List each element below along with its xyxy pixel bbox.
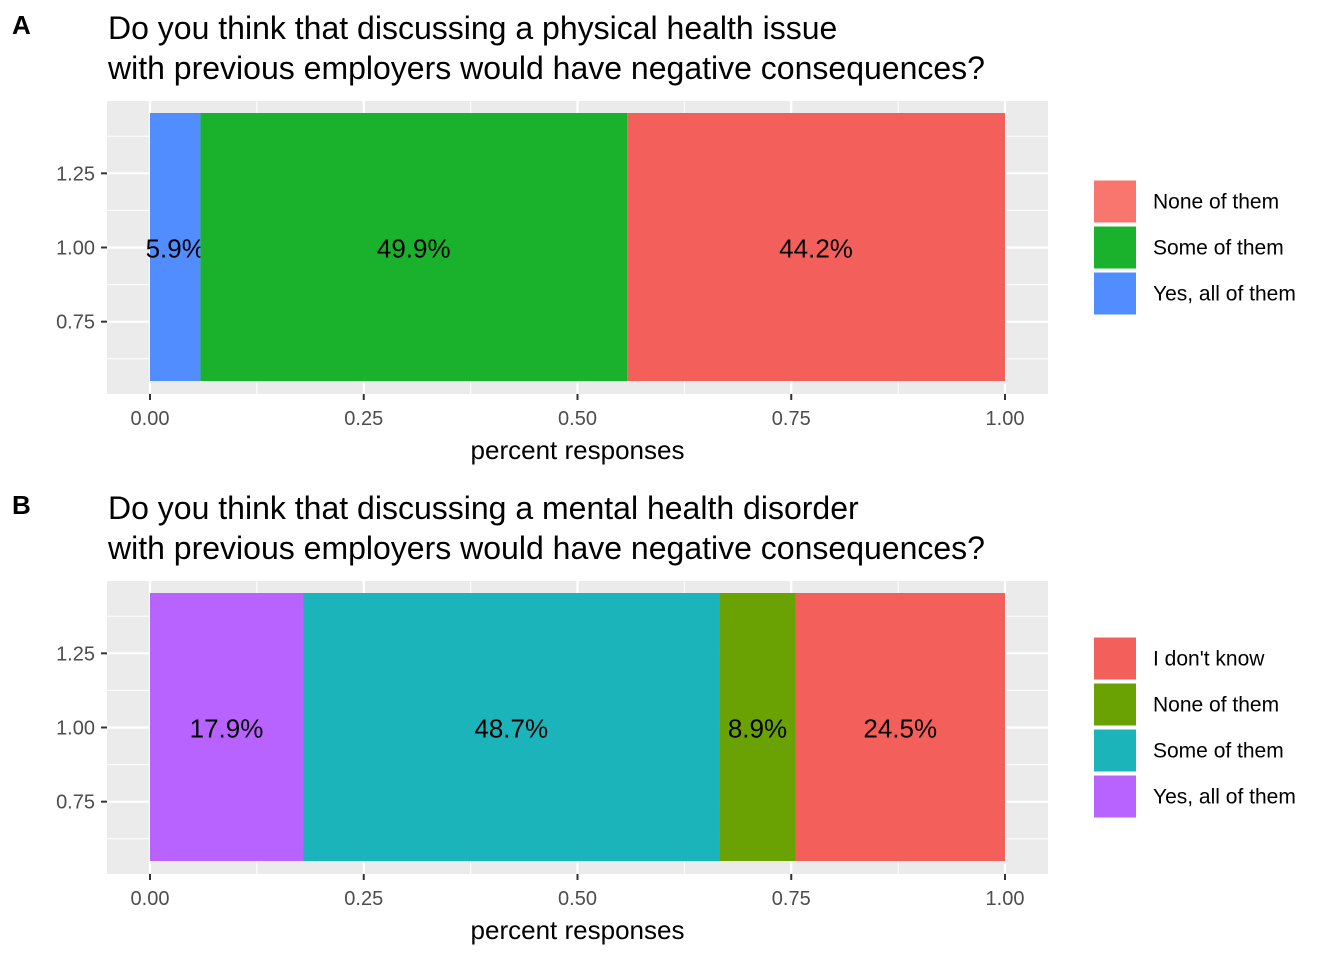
x-tick-label: 0.50 bbox=[558, 888, 597, 910]
x-tick-label: 0.75 bbox=[772, 408, 811, 430]
legend-label: Yes, all of them bbox=[1153, 786, 1296, 809]
x-axis-title: percent responses bbox=[471, 435, 685, 465]
bar-segment bbox=[627, 113, 1005, 381]
bar-segment bbox=[303, 593, 720, 861]
legend-key bbox=[1094, 272, 1136, 315]
x-tick-label: 1.00 bbox=[986, 888, 1025, 910]
data-label: 44.2% bbox=[779, 234, 853, 264]
legend-key bbox=[1094, 226, 1136, 269]
bar-segment bbox=[795, 593, 1005, 861]
bar-segment bbox=[719, 593, 796, 861]
data-label: 48.7% bbox=[474, 714, 548, 744]
x-tick-label: 0.25 bbox=[344, 888, 383, 910]
legend-key bbox=[1094, 180, 1136, 223]
x-tick-label: 0.00 bbox=[131, 408, 170, 430]
y-tick-label: 0.75 bbox=[56, 312, 95, 334]
legend-label: Yes, all of them bbox=[1153, 283, 1296, 306]
bar-segment bbox=[150, 593, 304, 861]
bar-segment bbox=[150, 113, 201, 381]
legend-label: I don't know bbox=[1153, 648, 1265, 671]
chart-title-line: Do you think that discussing a physical … bbox=[108, 10, 837, 46]
x-tick-label: 0.25 bbox=[344, 408, 383, 430]
x-tick-label: 1.00 bbox=[986, 408, 1025, 430]
chart-title-line: with previous employers would have negat… bbox=[107, 50, 985, 86]
legend-key bbox=[1094, 637, 1136, 680]
data-label: 17.9% bbox=[190, 714, 264, 744]
legend-key bbox=[1094, 729, 1136, 772]
legend-label: None of them bbox=[1153, 694, 1279, 717]
y-tick-label: 1.00 bbox=[56, 238, 95, 260]
x-axis-title: percent responses bbox=[471, 915, 685, 945]
y-tick-label: 1.25 bbox=[56, 163, 95, 185]
x-tick-label: 0.75 bbox=[772, 888, 811, 910]
data-label: 24.5% bbox=[863, 714, 937, 744]
data-label: 49.9% bbox=[377, 234, 451, 264]
y-tick-label: 1.00 bbox=[56, 718, 95, 740]
legend-label: Some of them bbox=[1153, 237, 1284, 260]
legend-label: None of them bbox=[1153, 191, 1279, 214]
x-tick-label: 0.50 bbox=[558, 408, 597, 430]
bar-segment bbox=[200, 113, 628, 381]
legend-key bbox=[1094, 683, 1136, 726]
data-label: 5.9% bbox=[146, 234, 205, 264]
legend-key bbox=[1094, 775, 1136, 818]
data-label: 8.9% bbox=[728, 714, 787, 744]
legend-label: Some of them bbox=[1153, 740, 1284, 763]
chart-title-line: Do you think that discussing a mental he… bbox=[108, 490, 859, 526]
panel-tag: B bbox=[12, 490, 31, 520]
y-tick-label: 0.75 bbox=[56, 792, 95, 814]
panel-tag: A bbox=[12, 10, 31, 40]
y-tick-label: 1.25 bbox=[56, 643, 95, 665]
chart-title-line: with previous employers would have negat… bbox=[107, 530, 985, 566]
x-tick-label: 0.00 bbox=[131, 888, 170, 910]
